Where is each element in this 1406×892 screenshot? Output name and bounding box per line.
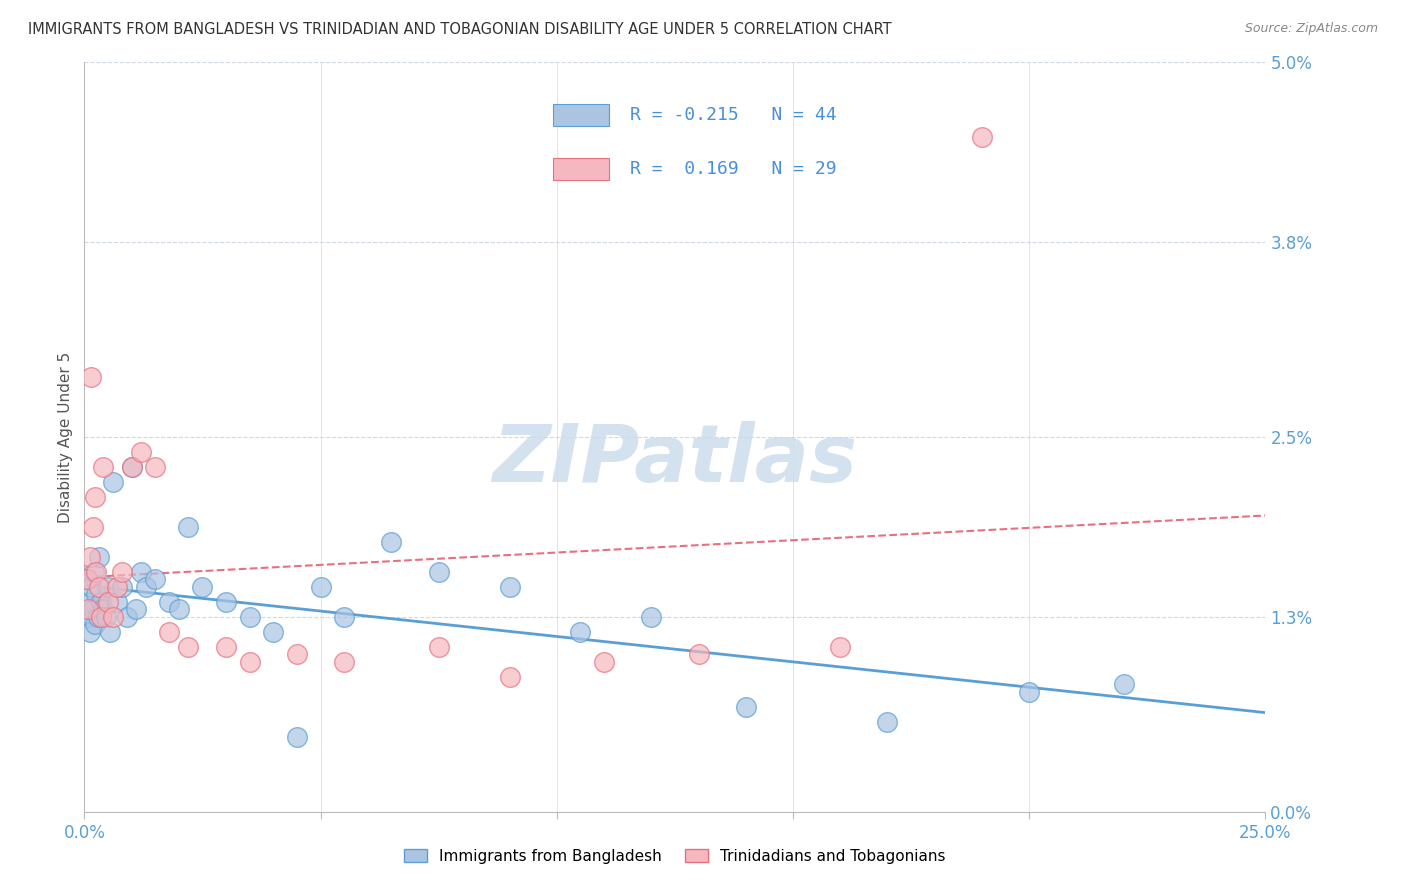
Point bbox=[77, 595, 100, 609]
Point bbox=[688, 648, 710, 662]
Point bbox=[79, 549, 101, 564]
Point bbox=[76, 573, 98, 587]
Point bbox=[107, 580, 129, 594]
Point bbox=[82, 602, 104, 616]
Point bbox=[80, 580, 103, 594]
Point bbox=[569, 624, 592, 639]
Point bbox=[1018, 685, 1040, 699]
Point bbox=[90, 595, 112, 609]
Point bbox=[498, 670, 520, 684]
Point bbox=[143, 460, 166, 475]
Point bbox=[640, 610, 662, 624]
Point bbox=[90, 610, 112, 624]
Point bbox=[87, 549, 110, 564]
Point bbox=[309, 580, 332, 594]
Point bbox=[285, 730, 308, 744]
Point bbox=[129, 565, 152, 579]
Point bbox=[111, 580, 134, 594]
Point bbox=[380, 535, 402, 549]
Point bbox=[121, 460, 143, 475]
Point bbox=[191, 580, 214, 594]
Point bbox=[83, 565, 105, 579]
Y-axis label: Disability Age Under 5: Disability Age Under 5 bbox=[58, 351, 73, 523]
Point bbox=[91, 602, 114, 616]
Point bbox=[83, 490, 105, 504]
Point bbox=[830, 640, 852, 654]
Point bbox=[1112, 677, 1135, 691]
Point bbox=[177, 640, 200, 654]
Point bbox=[239, 610, 262, 624]
Text: IMMIGRANTS FROM BANGLADESH VS TRINIDADIAN AND TOBAGONIAN DISABILITY AGE UNDER 5 : IMMIGRANTS FROM BANGLADESH VS TRINIDADIA… bbox=[28, 22, 891, 37]
Point bbox=[177, 520, 200, 534]
Point bbox=[157, 595, 180, 609]
Point bbox=[143, 573, 166, 587]
Point bbox=[111, 565, 134, 579]
Point bbox=[262, 624, 284, 639]
Point bbox=[77, 602, 100, 616]
Point bbox=[427, 640, 450, 654]
Point bbox=[239, 655, 262, 669]
Legend: Immigrants from Bangladesh, Trinidadians and Tobagonians: Immigrants from Bangladesh, Trinidadians… bbox=[396, 841, 953, 871]
Point bbox=[125, 602, 148, 616]
Text: R =  0.169   N = 29: R = 0.169 N = 29 bbox=[630, 160, 837, 178]
Point bbox=[101, 610, 124, 624]
Point bbox=[876, 714, 898, 729]
Point bbox=[215, 640, 238, 654]
Point bbox=[333, 610, 356, 624]
Point bbox=[285, 648, 308, 662]
Point bbox=[135, 580, 157, 594]
Point bbox=[98, 624, 121, 639]
Point bbox=[157, 624, 180, 639]
Point bbox=[101, 475, 124, 489]
Point bbox=[84, 587, 107, 601]
Point bbox=[97, 580, 120, 594]
Point bbox=[167, 602, 190, 616]
Point bbox=[79, 624, 101, 639]
Point bbox=[107, 595, 129, 609]
Point bbox=[970, 130, 993, 145]
Point bbox=[76, 573, 98, 587]
Point bbox=[84, 565, 107, 579]
Point bbox=[77, 610, 100, 624]
Text: Source: ZipAtlas.com: Source: ZipAtlas.com bbox=[1244, 22, 1378, 36]
Point bbox=[86, 610, 108, 624]
FancyBboxPatch shape bbox=[553, 103, 609, 127]
Point bbox=[80, 370, 103, 384]
Point bbox=[82, 520, 104, 534]
FancyBboxPatch shape bbox=[553, 158, 609, 180]
Point bbox=[97, 595, 120, 609]
Point bbox=[83, 617, 105, 632]
Point bbox=[115, 610, 138, 624]
Text: ZIPatlas: ZIPatlas bbox=[492, 420, 858, 499]
Point bbox=[121, 460, 143, 475]
Point bbox=[215, 595, 238, 609]
Point bbox=[593, 655, 616, 669]
Point bbox=[734, 699, 756, 714]
Point bbox=[333, 655, 356, 669]
Point bbox=[91, 460, 114, 475]
Text: R = -0.215   N = 44: R = -0.215 N = 44 bbox=[630, 106, 837, 124]
Point bbox=[129, 445, 152, 459]
Point bbox=[427, 565, 450, 579]
Point bbox=[498, 580, 520, 594]
Point bbox=[87, 580, 110, 594]
Point bbox=[94, 610, 117, 624]
